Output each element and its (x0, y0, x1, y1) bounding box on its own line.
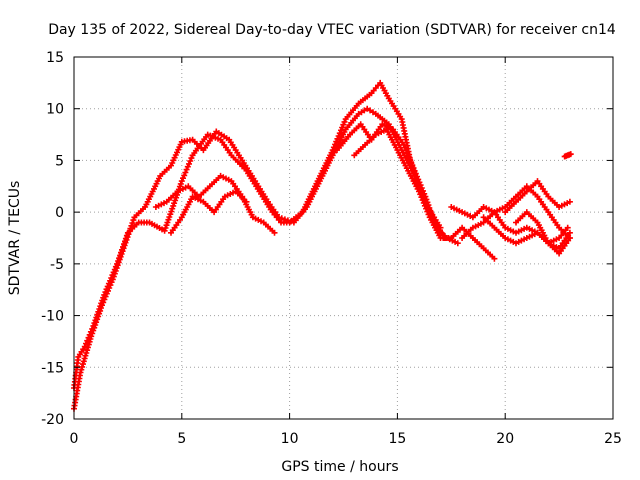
x-tick-label: 25 (604, 431, 622, 447)
y-tick-label: -20 (41, 412, 64, 428)
series-markers (71, 105, 444, 412)
series-sat-h (459, 183, 573, 241)
series-markers (502, 178, 573, 216)
x-tick-label: 10 (281, 431, 299, 447)
x-tick-label: 20 (496, 431, 514, 447)
series-markers (480, 214, 573, 252)
isolated-point-marker (561, 151, 574, 160)
series-layer (71, 79, 574, 412)
x-tick-label: 15 (388, 431, 406, 447)
series-sat-f (351, 126, 498, 262)
axis-ticks (73, 56, 614, 420)
x-axis-label: GPS time / hours (281, 459, 398, 475)
y-axis-label: SDTVAR / TECUs (7, 181, 23, 296)
series-sat-b (71, 105, 444, 412)
series-sat-d (168, 188, 250, 236)
series-markers (152, 172, 278, 236)
y-tick-label: -10 (41, 309, 64, 325)
series-markers (513, 209, 573, 257)
series-sat-i (480, 214, 573, 252)
x-tick-label: 0 (70, 431, 79, 447)
y-tick-label: 15 (46, 50, 64, 66)
y-tick-label: 5 (55, 153, 64, 169)
plot-frame (73, 56, 614, 420)
y-tick-label: -15 (41, 360, 64, 376)
series-markers (351, 126, 498, 262)
series-sat-k (513, 209, 573, 257)
series-markers (459, 183, 573, 241)
series-markers (168, 188, 250, 236)
tick-labels: 0 5 10 15 20 25 -20 -15 -10 -5 0 5 10 15 (41, 50, 622, 447)
chart-title: Day 135 of 2022, Sidereal Day-to-day VTE… (48, 22, 616, 38)
series-track (72, 107, 442, 410)
y-tick-label: -5 (50, 257, 64, 273)
x-tick-label: 5 (177, 431, 186, 447)
y-tick-label: 10 (46, 102, 64, 118)
series-sat-j (502, 178, 573, 216)
y-tick-label: 0 (55, 205, 64, 221)
series-sat-c (152, 172, 278, 236)
